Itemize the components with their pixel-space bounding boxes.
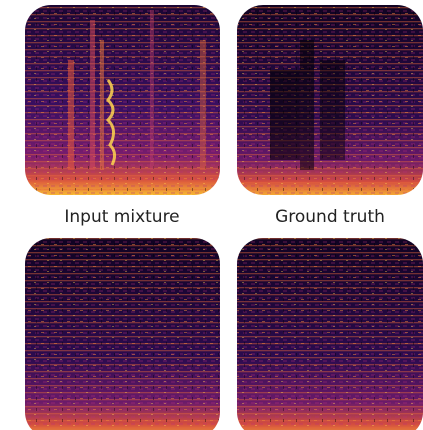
- caption: Input mixture: [64, 207, 179, 227]
- output-image-2: [237, 238, 423, 430]
- ground-truth-image: [237, 5, 423, 195]
- caption: Ground truth: [275, 207, 385, 227]
- input-mixture-image: [25, 5, 220, 195]
- spectrogram-grid: Input mixture Ground truth: [0, 0, 423, 430]
- page: Input mixture Ground truth (() => { cons…: [0, 0, 423, 430]
- output-image-1: [25, 238, 220, 430]
